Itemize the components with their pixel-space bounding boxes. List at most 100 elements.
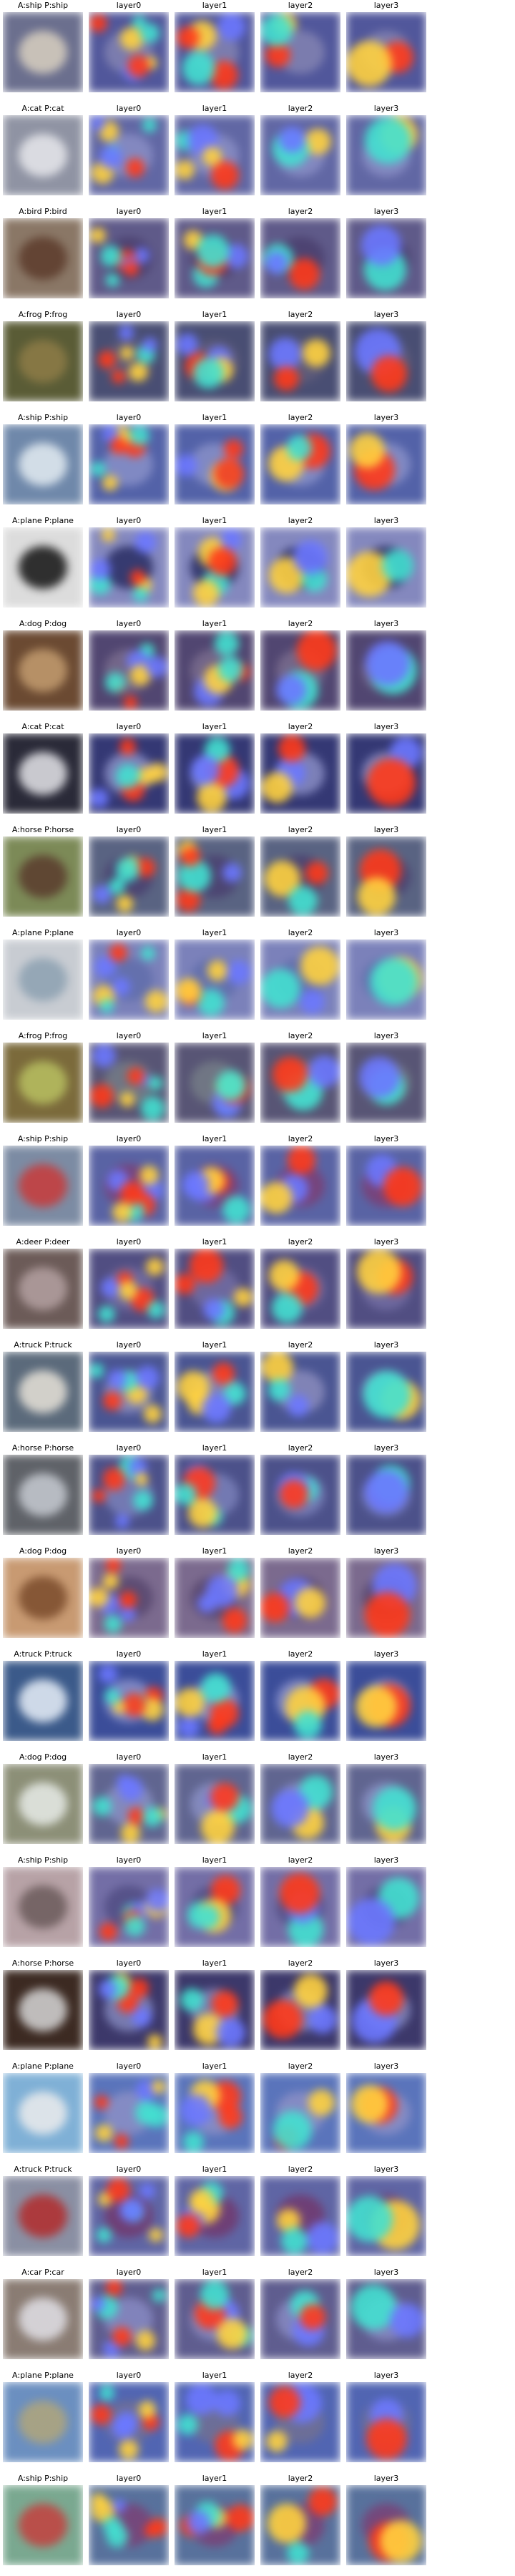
row-caption: A:plane P:plane xyxy=(12,2371,74,2380)
heatmap-cell: layer3 xyxy=(343,206,429,309)
image-cell: A:ship P:ship xyxy=(0,412,86,515)
heatmap-overlay xyxy=(89,1970,169,2050)
heatmap-overlay xyxy=(260,630,340,711)
image-cell: A:plane P:plane xyxy=(0,515,86,618)
heatmap-cell: layer1 xyxy=(172,206,258,309)
heatmap-cell: layer1 xyxy=(172,309,258,412)
input-image xyxy=(3,630,83,711)
column-label: layer2 xyxy=(288,413,313,422)
heatmap-overlay xyxy=(175,2279,255,2359)
image-cell: A:frog P:frog xyxy=(0,1030,86,1133)
heatmap-overlay xyxy=(260,836,340,917)
input-image xyxy=(3,2176,83,2256)
heatmap-overlay xyxy=(346,1867,426,1947)
heatmap-overlay xyxy=(346,424,426,504)
column-label: layer3 xyxy=(373,1855,399,1865)
image-cell: A:frog P:frog xyxy=(0,309,86,412)
column-label: layer2 xyxy=(288,1649,313,1659)
column-label: layer0 xyxy=(116,310,142,319)
input-image xyxy=(3,2073,83,2153)
heatmap-cell: layer3 xyxy=(343,1649,429,1752)
column-label: layer2 xyxy=(288,1237,313,1246)
heatmap-overlay xyxy=(175,12,255,92)
heatmap-overlay xyxy=(89,1249,169,1329)
heatmap-cell: layer2 xyxy=(258,103,343,206)
heatmap-overlay xyxy=(175,115,255,195)
heatmap-cell: layer2 xyxy=(258,2473,343,2576)
row-caption: A:bird P:bird xyxy=(19,207,67,216)
row-caption: A:ship P:ship xyxy=(17,1134,69,1143)
column-label: layer3 xyxy=(373,1649,399,1659)
column-label: layer3 xyxy=(373,1546,399,1556)
heatmap-cell: layer2 xyxy=(258,1236,343,1340)
heatmap-cell: layer1 xyxy=(172,2267,258,2370)
column-label: layer2 xyxy=(288,1340,313,1350)
row-caption: A:ship P:ship xyxy=(17,1,69,10)
heatmap-cell: layer2 xyxy=(258,927,343,1030)
column-label: layer0 xyxy=(116,1443,142,1453)
heatmap-overlay xyxy=(260,2073,340,2153)
heatmap-overlay xyxy=(346,1455,426,1535)
heatmap-cell: layer3 xyxy=(343,309,429,412)
heatmap-overlay xyxy=(89,2176,169,2256)
column-label: layer2 xyxy=(288,310,313,319)
heatmap-cell: layer0 xyxy=(86,2061,172,2164)
input-image xyxy=(3,1867,83,1947)
heatmap-overlay xyxy=(89,1455,169,1535)
heatmap-cell: layer3 xyxy=(343,2164,429,2267)
heatmap-cell: layer1 xyxy=(172,1855,258,1958)
input-image xyxy=(3,836,83,917)
heatmap-cell: layer3 xyxy=(343,1546,429,1649)
image-cell: A:horse P:horse xyxy=(0,824,86,927)
heatmap-overlay xyxy=(175,1970,255,2050)
image-cell: A:dog P:dog xyxy=(0,1546,86,1649)
heatmap-overlay xyxy=(175,218,255,298)
column-label: layer0 xyxy=(116,413,142,422)
column-label: layer0 xyxy=(116,1958,142,1968)
heatmap-overlay xyxy=(346,1764,426,1844)
input-image xyxy=(3,115,83,195)
column-label: layer0 xyxy=(116,825,142,834)
column-label: layer0 xyxy=(116,1,142,10)
column-label: layer0 xyxy=(116,104,142,113)
column-label: layer2 xyxy=(288,2165,313,2174)
heatmap-cell: layer0 xyxy=(86,1546,172,1649)
heatmap-overlay xyxy=(346,1043,426,1123)
row-caption: A:horse P:horse xyxy=(11,1958,74,1968)
heatmap-overlay xyxy=(260,424,340,504)
heatmap-cell: layer1 xyxy=(172,515,258,618)
column-label: layer1 xyxy=(202,1958,227,1968)
heatmap-overlay xyxy=(175,1352,255,1432)
image-cell: A:cat P:cat xyxy=(0,103,86,206)
column-label: layer1 xyxy=(202,516,227,525)
heatmap-cell: layer0 xyxy=(86,2164,172,2267)
heatmap-cell: layer2 xyxy=(258,0,343,103)
heatmap-overlay xyxy=(260,12,340,92)
heatmap-overlay xyxy=(346,2382,426,2462)
row-caption: A:plane P:plane xyxy=(12,2062,74,2071)
heatmap-overlay xyxy=(89,2485,169,2565)
heatmap-cell: layer0 xyxy=(86,1030,172,1133)
heatmap-overlay xyxy=(260,1970,340,2050)
heatmap-overlay xyxy=(346,1558,426,1638)
column-label: layer0 xyxy=(116,2474,142,2483)
column-label: layer1 xyxy=(202,1546,227,1556)
row-caption: A:horse P:horse xyxy=(11,825,74,834)
column-label: layer2 xyxy=(288,1855,313,1865)
column-label: layer3 xyxy=(373,104,399,113)
column-label: layer2 xyxy=(288,1031,313,1040)
heatmap-cell: layer0 xyxy=(86,206,172,309)
column-label: layer2 xyxy=(288,1958,313,1968)
heatmap-overlay xyxy=(346,2073,426,2153)
row-caption: A:truck P:truck xyxy=(14,1649,72,1659)
row-caption: A:plane P:plane xyxy=(12,928,74,937)
row-caption: A:truck P:truck xyxy=(14,1340,72,1350)
column-label: layer3 xyxy=(373,1,399,10)
column-label: layer1 xyxy=(202,1443,227,1453)
heatmap-overlay xyxy=(346,733,426,814)
image-cell: A:ship P:ship xyxy=(0,0,86,103)
heatmap-cell: layer2 xyxy=(258,1855,343,1958)
heatmap-overlay xyxy=(175,1558,255,1638)
heatmap-overlay xyxy=(346,527,426,608)
